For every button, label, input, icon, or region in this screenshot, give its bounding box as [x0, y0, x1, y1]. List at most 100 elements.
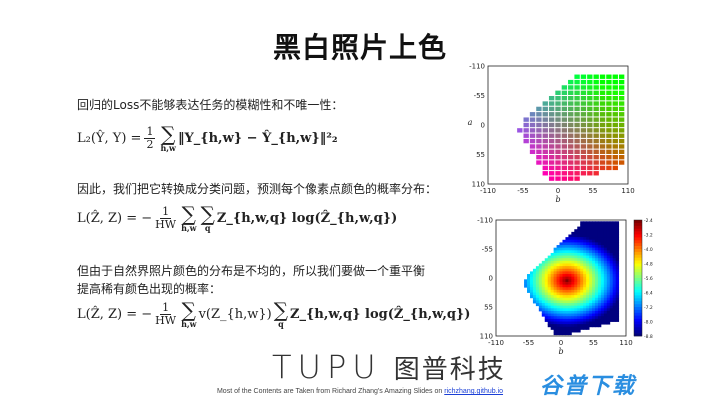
heatmap-cell: [547, 274, 552, 278]
gamut-cell: [599, 112, 606, 117]
heatmap-cell: [603, 295, 608, 299]
heatmap-cell: [580, 260, 584, 264]
formula-wce-sum-hw: ∑ h,w: [181, 298, 197, 329]
heatmap-cell: [603, 237, 608, 241]
gamut-cell: [612, 138, 618, 144]
heatmap-cell: [547, 324, 552, 328]
heatmap-cell: [597, 221, 602, 225]
gamut-cell: [618, 160, 625, 165]
heatmap-cell: [603, 231, 608, 235]
slide-title: 黑白照片上色: [272, 31, 447, 64]
heatmap-cell: [577, 300, 581, 304]
heatmap-cell: [544, 308, 549, 312]
heatmap-cell: [592, 260, 596, 264]
heatmap-cell: [615, 258, 620, 262]
heatmap-cell: [600, 297, 605, 301]
gamut-cells: [517, 74, 625, 181]
formula-l2-loss: L₂(Ŷ, Y) = 1 2 ∑ h,w ‖Y_{h,w} − Ŷ_{h,w}‖…: [77, 124, 338, 152]
gamut-cell: [536, 138, 542, 144]
heatmap-cell: [550, 268, 555, 272]
heatmap-cell: [597, 321, 602, 325]
heatmap-cell: [583, 255, 587, 259]
heatmap-cell: [606, 252, 611, 257]
gamut-cell: [568, 112, 574, 117]
heatmap-cell: [538, 295, 543, 299]
heatmap-cell: [574, 237, 578, 241]
heatmap-cell: [603, 234, 608, 238]
heatmap-cell: [568, 284, 572, 288]
heatmap-cell: [583, 234, 587, 238]
heatmap-cell: [597, 284, 602, 288]
gamut-cell: [580, 122, 587, 128]
heatmap-cell: [541, 268, 546, 272]
heatmap-cell: [574, 268, 578, 272]
colorbar-segment: [634, 260, 642, 264]
x-tick-label: 0: [559, 339, 563, 347]
heatmap-cell: [583, 276, 587, 280]
heatmap-cell: [603, 266, 608, 270]
heatmap-cell: [594, 324, 599, 328]
heatmap-cell: [592, 231, 596, 235]
gamut-cell: [599, 106, 606, 112]
gamut-cell: [587, 128, 593, 133]
heatmap-cell: [559, 260, 563, 264]
heatmap-cell: [589, 318, 593, 322]
gamut-cell: [587, 138, 593, 144]
colorbar-tick-label: -7.2: [644, 305, 653, 311]
heatmap-cell: [580, 276, 584, 280]
colorbar-segment: [634, 333, 642, 337]
heatmap-cell: [583, 221, 587, 225]
gamut-cell: [593, 79, 599, 85]
gamut-cell: [568, 79, 574, 85]
gamut-cell: [561, 122, 568, 128]
heatmap-cell: [568, 326, 572, 330]
heatmap-cell: [586, 247, 590, 251]
footnote-link[interactable]: richzhang.github.io: [444, 388, 504, 395]
heatmap-cell: [583, 250, 587, 254]
heatmap-cell: [553, 281, 558, 286]
heatmap-cell: [583, 310, 587, 315]
heatmap-cell: [612, 258, 617, 262]
heatmap-cell: [606, 281, 611, 286]
gamut-cell: [612, 79, 618, 85]
heatmap-cell: [577, 231, 581, 235]
heatmap-cell: [600, 316, 605, 320]
heatmap-cell: [550, 300, 555, 304]
heatmap-cell: [577, 305, 581, 309]
heatmap-cell: [589, 237, 593, 241]
heatmap-cell: [574, 279, 578, 283]
gamut-cell: [555, 122, 561, 128]
heatmap-cell: [612, 268, 617, 272]
heatmap-cell: [592, 255, 596, 259]
heatmap-cell: [609, 258, 614, 262]
heatmap-cell: [559, 266, 563, 270]
colorbar-segment: [634, 237, 642, 241]
heatmap-cell: [597, 266, 602, 270]
heatmap-cell: [562, 252, 566, 257]
heatmap-cell: [612, 289, 617, 293]
heatmap-cell: [612, 226, 617, 230]
gamut-cell: [529, 112, 536, 117]
heatmap-cell: [547, 266, 552, 270]
gamut-cell: [561, 160, 568, 165]
heatmap-cell: [562, 255, 566, 259]
gamut-cell: [593, 85, 599, 90]
heatmap-cell: [615, 266, 620, 270]
heatmap-cell: [586, 308, 590, 312]
heatmap-cell: [603, 321, 608, 325]
gamut-cell: [561, 106, 568, 112]
gamut-cell: [612, 106, 618, 112]
heatmap-cell: [550, 318, 555, 322]
heatmap-cell: [600, 258, 605, 262]
heatmap-cell: [580, 229, 584, 233]
heatmap-cell: [562, 287, 566, 291]
heatmap-cell: [541, 287, 546, 291]
heatmap-cell: [562, 326, 566, 330]
heatmap-cell: [556, 287, 560, 291]
heatmap-cell: [565, 324, 569, 328]
heatmap-cell: [553, 295, 558, 299]
gamut-cell: [536, 117, 542, 122]
heatmap-cell: [603, 276, 608, 280]
heatmap-cell: [597, 318, 602, 322]
gamut-cell: [568, 165, 574, 171]
